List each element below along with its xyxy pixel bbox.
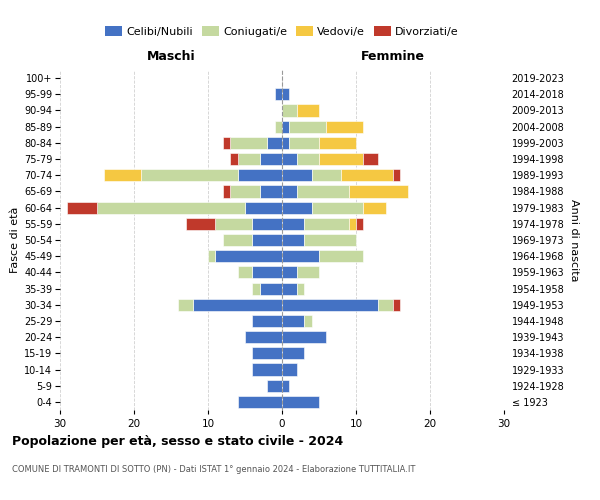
Bar: [178, 298, 193, 311]
Bar: [304, 315, 311, 327]
Bar: [297, 153, 319, 165]
Bar: [253, 364, 282, 376]
Bar: [282, 331, 326, 343]
Bar: [282, 250, 319, 262]
Bar: [267, 137, 282, 149]
Bar: [282, 266, 297, 278]
Bar: [282, 315, 304, 327]
Bar: [282, 120, 289, 132]
Bar: [260, 282, 282, 294]
Bar: [253, 234, 282, 246]
Bar: [238, 266, 253, 278]
Bar: [193, 298, 282, 311]
Bar: [297, 282, 304, 294]
Bar: [282, 298, 378, 311]
Bar: [282, 202, 311, 213]
Bar: [230, 186, 260, 198]
Bar: [356, 218, 364, 230]
Bar: [378, 298, 393, 311]
Text: COMUNE DI TRAMONTI DI SOTTO (PN) - Dati ISTAT 1° gennaio 2024 - Elaborazione TUT: COMUNE DI TRAMONTI DI SOTTO (PN) - Dati …: [12, 465, 415, 474]
Bar: [304, 234, 356, 246]
Bar: [253, 266, 282, 278]
Y-axis label: Anni di nascita: Anni di nascita: [569, 198, 578, 281]
Bar: [282, 234, 304, 246]
Bar: [260, 186, 282, 198]
Bar: [364, 153, 378, 165]
Bar: [319, 250, 364, 262]
Bar: [208, 250, 215, 262]
Bar: [230, 137, 267, 149]
Bar: [238, 153, 260, 165]
Bar: [282, 186, 297, 198]
Bar: [230, 153, 238, 165]
Y-axis label: Fasce di età: Fasce di età: [10, 207, 20, 273]
Bar: [349, 186, 408, 198]
Bar: [245, 202, 282, 213]
Bar: [282, 137, 289, 149]
Bar: [282, 282, 297, 294]
Bar: [245, 331, 282, 343]
Bar: [289, 120, 326, 132]
Bar: [349, 218, 356, 230]
Bar: [393, 169, 400, 181]
Bar: [289, 137, 319, 149]
Bar: [341, 169, 393, 181]
Bar: [282, 396, 319, 408]
Bar: [104, 169, 142, 181]
Bar: [282, 380, 289, 392]
Bar: [364, 202, 386, 213]
Bar: [282, 153, 297, 165]
Bar: [275, 120, 282, 132]
Bar: [304, 218, 349, 230]
Bar: [223, 137, 230, 149]
Bar: [253, 218, 282, 230]
Bar: [311, 202, 364, 213]
Bar: [319, 153, 364, 165]
Bar: [186, 218, 215, 230]
Bar: [282, 169, 311, 181]
Bar: [267, 380, 282, 392]
Bar: [67, 202, 97, 213]
Text: Femmine: Femmine: [361, 50, 425, 63]
Bar: [253, 348, 282, 360]
Bar: [282, 218, 304, 230]
Bar: [319, 137, 356, 149]
Bar: [253, 315, 282, 327]
Bar: [326, 120, 364, 132]
Bar: [282, 348, 304, 360]
Bar: [142, 169, 238, 181]
Bar: [238, 169, 282, 181]
Bar: [282, 88, 289, 101]
Bar: [223, 186, 230, 198]
Bar: [297, 186, 349, 198]
Bar: [282, 364, 297, 376]
Bar: [282, 104, 297, 117]
Legend: Celibi/Nubili, Coniugati/e, Vedovi/e, Divorziati/e: Celibi/Nubili, Coniugati/e, Vedovi/e, Di…: [101, 21, 463, 41]
Bar: [238, 396, 282, 408]
Bar: [215, 218, 253, 230]
Bar: [275, 88, 282, 101]
Bar: [297, 104, 319, 117]
Text: Maschi: Maschi: [146, 50, 196, 63]
Bar: [215, 250, 282, 262]
Bar: [297, 266, 319, 278]
Text: Popolazione per età, sesso e stato civile - 2024: Popolazione per età, sesso e stato civil…: [12, 435, 343, 448]
Bar: [260, 153, 282, 165]
Bar: [311, 169, 341, 181]
Bar: [97, 202, 245, 213]
Bar: [253, 282, 260, 294]
Bar: [223, 234, 253, 246]
Bar: [393, 298, 400, 311]
